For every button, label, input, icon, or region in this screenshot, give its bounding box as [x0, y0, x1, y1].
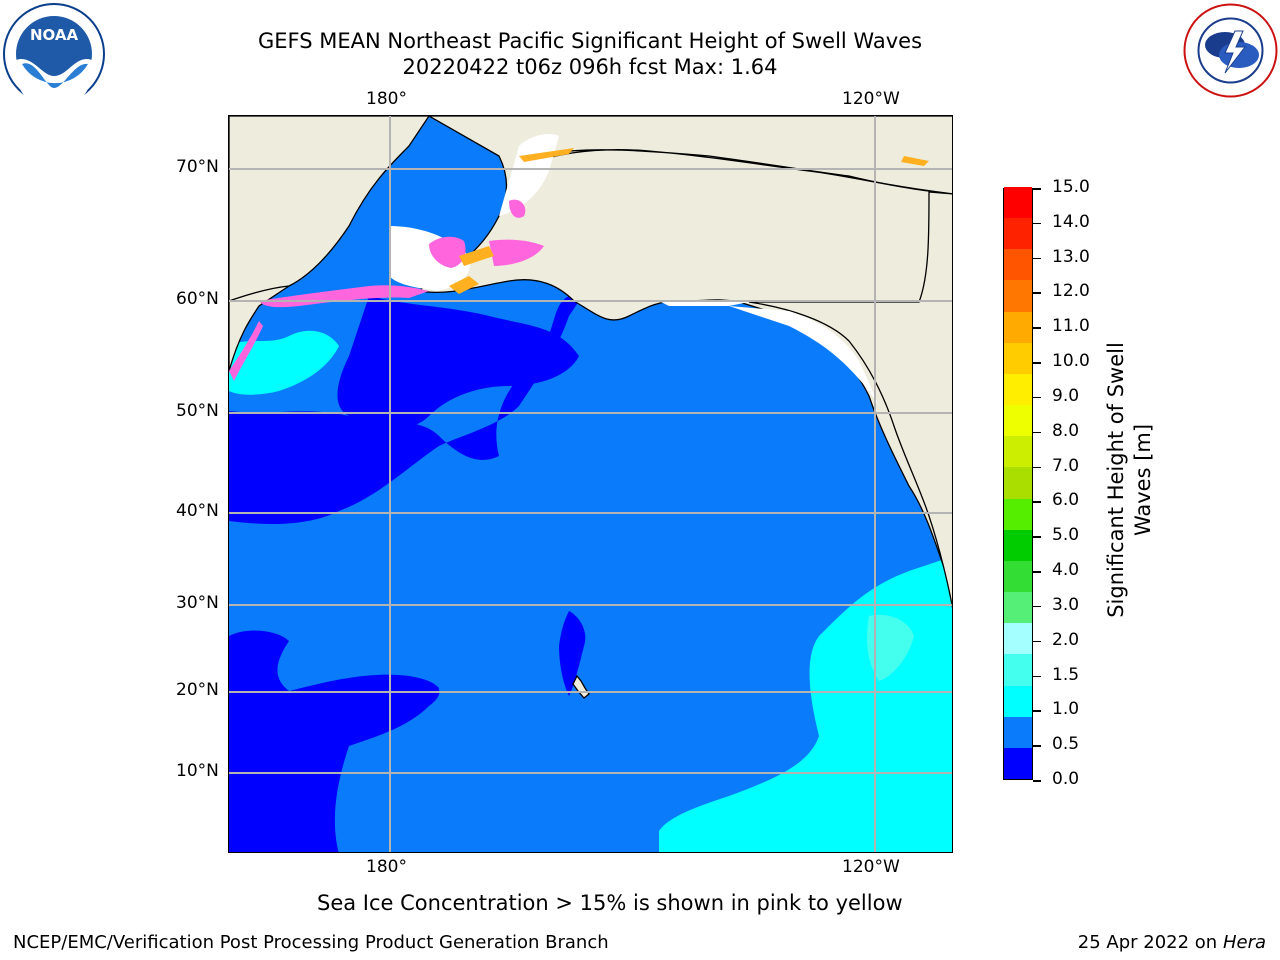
colorbar-segment — [1004, 342, 1032, 374]
colorbar-tick-mark — [1033, 396, 1041, 399]
land-alaska — [417, 116, 952, 593]
colorbar-label-line1: Significant Height of Swell — [1104, 342, 1128, 618]
colorbar-segment — [1004, 498, 1032, 530]
colorbar-tick-label: 13.0 — [1052, 246, 1090, 267]
colorbar-segment — [1004, 716, 1032, 748]
colorbar-tick-label: 10.0 — [1052, 351, 1090, 372]
colorbar-segment — [1004, 560, 1032, 593]
colorbar-tick-mark — [1033, 605, 1041, 608]
colorbar-tick-label: 4.0 — [1052, 560, 1080, 581]
colorbar-tick-label: 6.0 — [1052, 490, 1080, 511]
colorbar-segment — [1004, 311, 1032, 343]
footer-machine: Hera — [1222, 932, 1266, 953]
swell-low-regions — [229, 286, 589, 852]
colorbar-tick-label: 1.0 — [1052, 699, 1080, 720]
colorbar-tick-mark — [1033, 327, 1041, 329]
colorbar-segment — [1004, 591, 1032, 624]
colorbar-label-container: Significant Height of Swell Waves [m] — [1085, 300, 1175, 660]
colorbar-segment — [1004, 466, 1032, 499]
colorbar-tick-mark — [1033, 362, 1041, 364]
colorbar-tick-mark — [1033, 675, 1041, 678]
colorbar-tick-label: 5.0 — [1052, 525, 1080, 546]
colorbar-segment — [1004, 248, 1032, 281]
lon-label-top-120w: 120°W — [842, 89, 900, 109]
colorbar-tick-label: 3.0 — [1052, 594, 1080, 615]
colorbar-tick-mark — [1033, 188, 1041, 190]
colorbar-tick-label: 2.0 — [1052, 629, 1080, 650]
colorbar-tick-label: 0.5 — [1052, 734, 1080, 755]
sea-ice-note: Sea Ice Concentration > 15% is shown in … — [317, 891, 903, 915]
colorbar-tick-mark — [1033, 501, 1041, 503]
colorbar-tick-mark — [1033, 536, 1041, 538]
land-regions — [229, 116, 952, 699]
lon-label-bottom-180: 180° — [366, 857, 407, 877]
lat-label-50n: 50°N — [176, 401, 219, 421]
lat-label-10n: 10°N — [176, 761, 219, 781]
footer-left: NCEP/EMC/Verification Post Processing Pr… — [13, 932, 609, 953]
colorbar-tick-mark — [1033, 431, 1041, 434]
colorbar-tick-mark — [1033, 466, 1041, 469]
chart-title: GEFS MEAN Northeast Pacific Significant … — [257, 29, 923, 53]
colorbar-tick-mark — [1033, 710, 1041, 712]
colorbar-segment — [1004, 279, 1032, 312]
colorbar — [1003, 186, 1033, 780]
colorbar-segment — [1004, 373, 1032, 406]
swell-mid-cyan-regions — [867, 614, 914, 681]
map-svg — [229, 116, 952, 852]
lat-label-60n: 60°N — [176, 289, 219, 309]
footer-date: 25 Apr 2022 on — [1077, 932, 1223, 953]
lon-label-bottom-120w: 120°W — [842, 857, 900, 877]
colorbar-tick-mark — [1033, 571, 1041, 573]
colorbar-tick-label: 0.0 — [1052, 769, 1080, 789]
lat-label-70n: 70°N — [176, 157, 219, 177]
colorbar-tick-mark — [1033, 745, 1041, 747]
gridlines — [229, 116, 952, 852]
colorbar-label-line2: Waves [m] — [1131, 423, 1155, 537]
colorbar-tick-mark — [1033, 780, 1041, 782]
land-north-america-coast — [748, 191, 952, 609]
colorbar-tick-mark — [1033, 257, 1041, 260]
colorbar-ticks: 15.0 14.0 13.0 12.0 11.0 10.0 9.0 8.0 7.0 6.0 5.0 4… — [1033, 0, 1096, 960]
colorbar-tick-label: 8.0 — [1052, 420, 1080, 441]
colorbar-segment — [1004, 186, 1032, 219]
chart-subtitle: 20220422 t06z 096h fcst Max: 1.64 — [402, 55, 778, 79]
lat-label-30n: 30°N — [176, 593, 219, 613]
nws-logo — [1183, 3, 1278, 98]
colorbar-tick-label: 11.0 — [1052, 316, 1090, 337]
noaa-logo-text: NOAA — [29, 26, 79, 44]
colorbar-tick-label: 9.0 — [1052, 385, 1080, 406]
colorbar-tick-label: 15.0 — [1052, 177, 1090, 197]
colorbar-segment — [1004, 529, 1032, 561]
colorbar-tick-label: 14.0 — [1052, 211, 1090, 232]
colorbar-label: Significant Height of Swell Waves [m] — [1103, 342, 1157, 618]
lat-label-20n: 20°N — [176, 680, 219, 700]
colorbar-segment — [1004, 622, 1032, 655]
colorbar-segment — [1004, 217, 1032, 250]
colorbar-tick-label: 1.5 — [1052, 664, 1080, 685]
noaa-logo: NOAA — [2, 2, 106, 110]
colorbar-tick-mark — [1033, 222, 1041, 225]
colorbar-tick-mark — [1033, 640, 1041, 643]
colorbar-segment — [1004, 653, 1032, 686]
colorbar-tick-mark — [1033, 292, 1041, 294]
footer-right: 25 Apr 2022 on Hera — [1078, 932, 1266, 953]
land-siberia-bottom — [229, 285, 290, 372]
lat-label-40n: 40°N — [176, 501, 219, 521]
colorbar-tick-label: 7.0 — [1052, 455, 1080, 476]
map-panel — [228, 115, 953, 853]
colorbar-segment — [1004, 435, 1032, 468]
lon-label-top-180: 180° — [366, 89, 407, 109]
colorbar-segment — [1004, 747, 1032, 779]
colorbar-tick-label: 12.0 — [1052, 281, 1090, 302]
colorbar-segment — [1004, 404, 1032, 437]
colorbar-segment — [1004, 685, 1032, 717]
